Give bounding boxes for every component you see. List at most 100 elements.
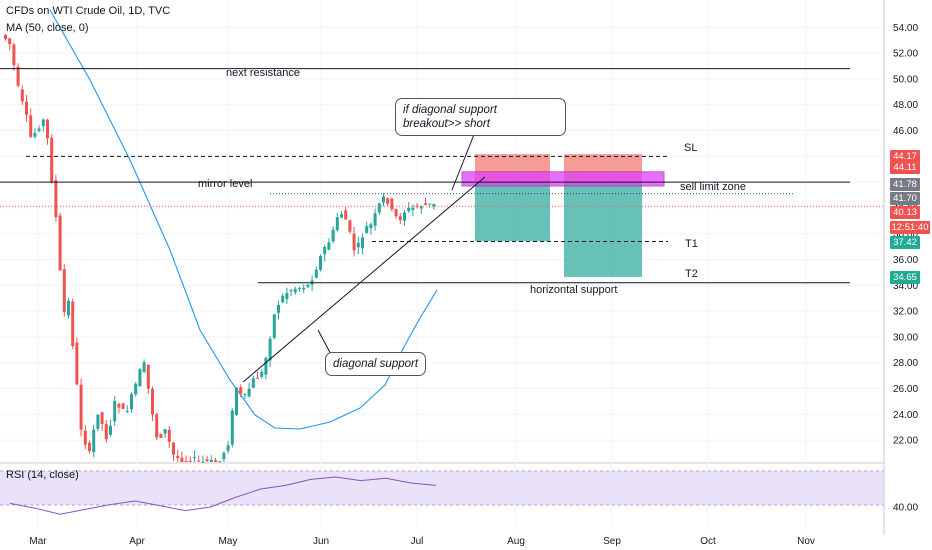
candle-body xyxy=(398,216,402,221)
candle-body xyxy=(4,34,7,40)
diagonal-support-callout[interactable]: diagonal support xyxy=(325,352,427,376)
candle-body xyxy=(16,66,20,86)
candle-body xyxy=(331,229,335,242)
x-tick-label: Jun xyxy=(313,536,329,547)
candle-body xyxy=(382,196,385,203)
breakout-callout[interactable]: if diagonal support breakout>> short xyxy=(395,98,566,136)
y-tick-label: 36.00 xyxy=(893,255,918,266)
candle-body xyxy=(298,287,301,289)
y-tick-label: 38.00 xyxy=(893,229,918,240)
x-tick-label: Aug xyxy=(507,536,525,547)
candle-body xyxy=(394,209,398,217)
candle-body xyxy=(109,425,112,435)
candle-body xyxy=(163,429,167,434)
y-tick-label: 46.00 xyxy=(893,126,918,137)
rsi-tick-label: 40.00 xyxy=(893,503,918,514)
rsi-band xyxy=(0,471,884,505)
candle-body xyxy=(188,460,192,462)
candle-body xyxy=(239,387,243,394)
price-badge: 34.65 xyxy=(890,271,920,284)
candle-body xyxy=(235,387,238,415)
x-tick-label: May xyxy=(219,536,238,547)
candle-body xyxy=(222,452,226,460)
candle-body xyxy=(377,203,381,213)
candle-body xyxy=(352,233,356,251)
price-axis: Mar Apr May Jun Jul Aug Sep Oct Nov 54.00 52.00 50.… xyxy=(29,0,932,550)
candle-body xyxy=(419,206,423,209)
candle-body xyxy=(243,393,247,395)
candle-body xyxy=(340,214,343,218)
candle-body xyxy=(428,203,432,205)
y-tick-label: 48.00 xyxy=(893,100,918,111)
sell-limit-zone-label: sell limit zone xyxy=(680,181,747,193)
candle-body xyxy=(8,38,12,45)
x-tick-label: Oct xyxy=(700,536,716,547)
y-tick-label: 34.00 xyxy=(893,281,918,292)
rsi-indicator-label[interactable]: RSI (14, close) xyxy=(6,469,79,481)
sl-label: SL xyxy=(684,142,698,154)
sell-limit-zone xyxy=(461,171,665,187)
candle-body xyxy=(71,301,75,347)
candle-body xyxy=(251,378,255,388)
candle-body xyxy=(58,215,62,271)
candle-body xyxy=(172,442,175,455)
candle-body xyxy=(33,133,37,137)
candle-body xyxy=(167,429,171,442)
candle-body xyxy=(390,198,394,210)
candle-body xyxy=(407,207,411,212)
candle-body xyxy=(159,434,163,438)
y-tick-label: 26.00 xyxy=(893,384,918,395)
next-resistance-label: next resistance xyxy=(226,67,300,79)
candle-body xyxy=(293,289,297,293)
candle-body xyxy=(142,362,146,373)
candle-body xyxy=(319,256,322,270)
candle-body xyxy=(37,128,41,131)
price-badge: 41.78 xyxy=(890,178,920,191)
candle-body xyxy=(104,424,108,440)
ma-indicator-label[interactable]: MA (50, close, 0) xyxy=(6,22,89,34)
candle-body xyxy=(176,456,180,459)
candle-body xyxy=(277,304,280,313)
rsi-line xyxy=(9,476,437,515)
candle-body xyxy=(151,388,154,415)
y-tick-label: 28.00 xyxy=(893,358,918,369)
candle-body xyxy=(260,371,264,377)
candle-body xyxy=(113,400,117,422)
y-tick-label: 22.00 xyxy=(893,436,918,447)
candle-body xyxy=(302,287,306,290)
target-zone-1 xyxy=(475,182,550,242)
candle-body xyxy=(197,460,201,462)
x-tick-label: Jul xyxy=(411,536,424,547)
candle-body xyxy=(138,369,142,387)
y-tick-label: 50.00 xyxy=(893,74,918,85)
candle-body xyxy=(348,220,352,232)
y-tick-label: 52.00 xyxy=(893,49,918,60)
price-badge: 12:51:40 xyxy=(890,221,930,234)
candle-body xyxy=(373,213,377,226)
candle-body xyxy=(29,115,33,137)
candle-body xyxy=(289,290,293,292)
y-tick-label: 54.00 xyxy=(893,23,918,34)
level-lines xyxy=(0,68,884,383)
candle-body xyxy=(323,247,327,255)
candle-body xyxy=(193,457,196,459)
candle-body xyxy=(226,445,230,451)
y-tick-label: 24.00 xyxy=(893,410,918,421)
candle-body xyxy=(184,461,188,463)
candle-body xyxy=(79,384,83,430)
chart-title: CFDs on WTI Crude Oil, 1D, TVC xyxy=(6,5,171,17)
candle-body xyxy=(256,377,259,379)
candle-body xyxy=(369,224,373,229)
candle-body xyxy=(54,180,58,218)
trade-zones xyxy=(461,154,665,277)
candle-body xyxy=(121,403,125,409)
candle-body xyxy=(46,119,49,139)
candle-body xyxy=(83,430,87,445)
candle-body xyxy=(335,217,339,231)
horizontal-support-label: horizontal support xyxy=(530,284,618,296)
candle-body xyxy=(214,460,217,462)
y-tick-label: 32.00 xyxy=(893,307,918,318)
candle-series xyxy=(4,34,436,463)
candle-body xyxy=(117,403,121,408)
